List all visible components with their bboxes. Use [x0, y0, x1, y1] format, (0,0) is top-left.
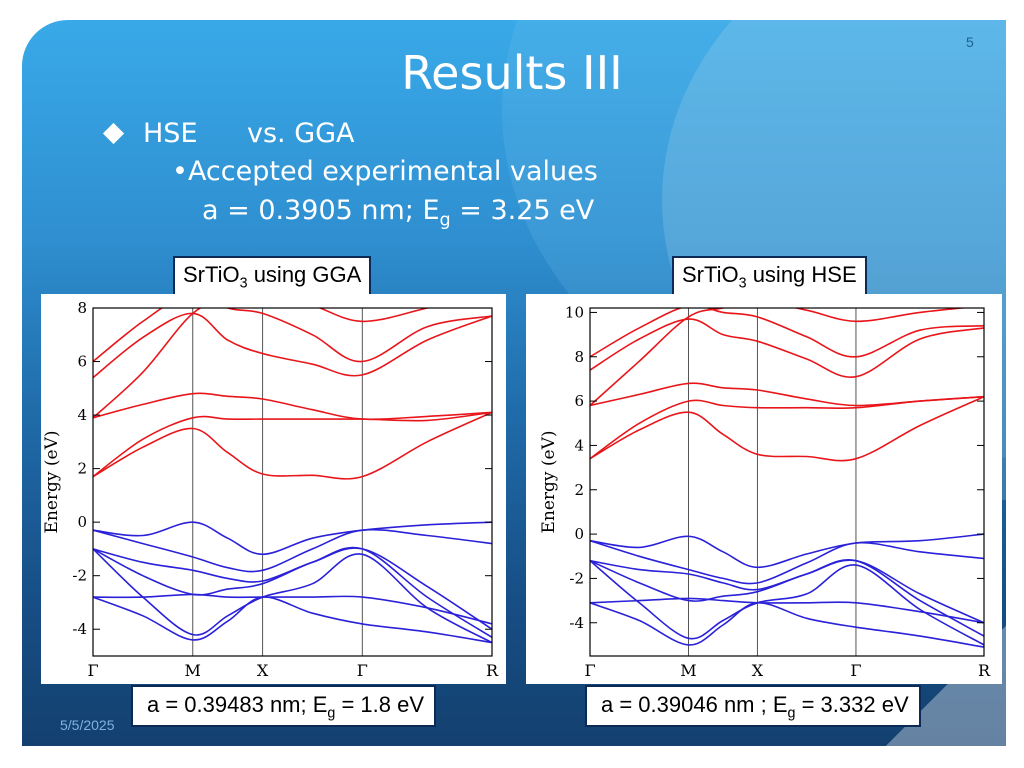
band-line-conduction-cb6: [590, 308, 970, 407]
y-tick-label: 8: [77, 299, 87, 317]
bullet-gga-text: vs. GGA: [247, 118, 355, 149]
slide-date: 5/5/2025: [60, 717, 115, 733]
band-line-conduction-cb3: [590, 382, 984, 407]
band-line-valence-vb6: [93, 593, 492, 625]
band-line-valence-vb4: [93, 546, 492, 638]
band-line-conduction-cb1: [590, 395, 984, 462]
kpoint-label: Γ: [584, 661, 595, 680]
y-tick-label: 6: [574, 392, 584, 410]
bullet-accepted-text: Accepted experimental values: [187, 156, 598, 187]
hse-caption-prefix: a = 0.39046 nm ; E: [601, 692, 788, 717]
sub-bullet-icon: •: [172, 156, 188, 187]
y-tick-label: 10: [565, 303, 584, 321]
band-line-conduction-cb6: [93, 308, 431, 419]
experimental-suffix: = 3.25 eV: [450, 195, 595, 226]
band-line-conduction-cb1: [93, 411, 492, 480]
band-line-valence-vb7: [590, 601, 984, 648]
hse-label-sub: 3: [738, 275, 747, 292]
gga-band-structure-chart: -4 -2 0 2 4 6 8 Γ M X Γ R Energy (eV): [42, 299, 499, 680]
band-line-valence-vb3: [590, 559, 984, 624]
y-tick-label: 4: [77, 406, 87, 424]
plot-axes-frame: [92, 307, 493, 657]
band-line-conduction-cb3: [93, 392, 492, 421]
experimental-sub: g: [439, 210, 451, 231]
y-tick-label: 2: [574, 481, 584, 499]
band-line-valence-vb2: [590, 539, 984, 585]
kpoint-label: Γ: [87, 661, 98, 680]
y-tick-label: -4: [72, 620, 87, 638]
band-line-conduction-cb4: [590, 318, 984, 378]
hse-label-suffix: using HSE: [746, 262, 857, 287]
band-line-valence-vb4: [590, 558, 984, 637]
hse-band-structure-frame: -4 -2 0 2 4 6 8 10 Γ M X Γ R Energy (eV): [526, 294, 1002, 684]
y-tick-label: -4: [569, 614, 584, 632]
kpoint-label: R: [978, 661, 991, 680]
y-axis-title: Energy (eV): [539, 430, 559, 533]
bands-group: [93, 308, 492, 644]
y-tick-label: 4: [574, 436, 584, 454]
gga-caption-sub: g: [327, 705, 336, 722]
hse-caption-sub: g: [787, 705, 796, 722]
hse-label-prefix: SrTiO: [682, 262, 739, 287]
kpoint-label: M: [680, 661, 696, 680]
gga-caption: a = 0.39483 nm; Eg = 1.8 eV: [131, 685, 437, 728]
band-line-valence-vb7: [93, 596, 492, 644]
gga-plot-label: SrTiO3 using GGA: [173, 256, 372, 297]
bands-group: [590, 308, 984, 648]
hse-caption-suffix: = 3.332 eV: [795, 692, 909, 717]
band-line-conduction-cb2: [590, 395, 984, 460]
gga-caption-suffix: = 1.8 eV: [335, 692, 425, 717]
y-tick-label: 0: [77, 513, 87, 531]
bullet-hse-text: HSE: [143, 118, 198, 149]
y-tick-label: 8: [574, 348, 584, 366]
band-line-conduction-cb4: [93, 312, 492, 379]
gga-caption-prefix: a = 0.39483 nm; E: [147, 692, 328, 717]
gga-label-suffix: using GGA: [247, 262, 362, 287]
experimental-prefix: a = 0.3905 nm; E: [202, 195, 440, 226]
y-tick-label: 2: [77, 460, 87, 478]
band-line-valence-vb3: [93, 547, 492, 630]
band-line-conduction-cb2: [93, 411, 492, 478]
kpoint-label: R: [486, 661, 499, 680]
gga-label-prefix: SrTiO: [183, 262, 240, 287]
hse-band-structure-chart: -4 -2 0 2 4 6 8 10 Γ M X Γ R Energy (eV): [539, 303, 991, 680]
band-line-valence-vb2: [93, 528, 492, 573]
bullet-accepted-values: •Accepted experimental values: [172, 156, 598, 187]
plot-axes-frame: [589, 307, 985, 657]
hse-caption: a = 0.39046 nm ; Eg = 3.332 eV: [585, 685, 921, 728]
y-tick-label: -2: [72, 567, 87, 585]
gga-band-structure-frame: -4 -2 0 2 4 6 8 Γ M X Γ R Energy (eV): [41, 294, 506, 684]
y-tick-label: -2: [569, 569, 584, 587]
band-line-valence-vb1: [590, 533, 984, 569]
y-tick-label: 6: [77, 353, 87, 371]
diamond-bullet-icon: [102, 122, 125, 145]
kpoint-label: M: [185, 661, 201, 680]
slide-number: 5: [966, 34, 974, 50]
slide-title: Results III: [401, 46, 623, 100]
kpoint-label: Γ: [850, 661, 861, 680]
band-line-valence-vb1: [93, 521, 492, 556]
experimental-values: a = 0.3905 nm; Eg = 3.25 eV: [202, 195, 594, 230]
y-axis-title: Energy (eV): [42, 430, 62, 533]
kpoint-label: X: [752, 661, 764, 680]
hse-plot-label: SrTiO3 using HSE: [672, 256, 867, 297]
bullet-hse-vs-gga: HSE vs. GGA: [102, 118, 355, 149]
band-line-conduction-cb5: [93, 308, 492, 363]
y-tick-label: 0: [574, 525, 584, 543]
band-line-valence-vb5: [93, 548, 492, 644]
band-line-conduction-cb5: [590, 308, 984, 358]
kpoint-label: Γ: [357, 661, 368, 680]
kpoint-label: X: [257, 661, 269, 680]
gga-label-sub: 3: [239, 275, 248, 292]
